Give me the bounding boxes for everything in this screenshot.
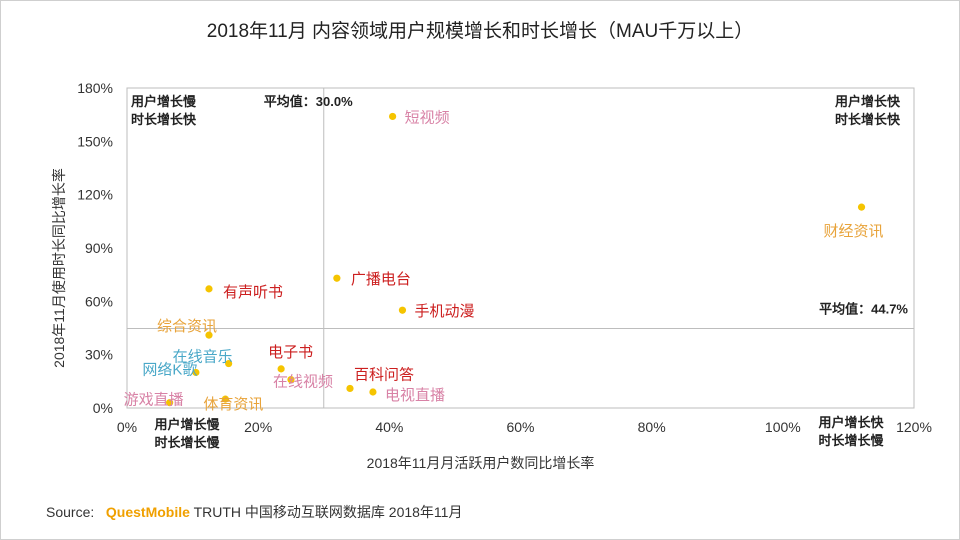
data-point xyxy=(221,395,229,403)
source-brand: QuestMobile xyxy=(105,504,190,520)
data-point xyxy=(287,375,295,384)
y-axis-title: 2018年11月使用时长同比增长率 xyxy=(51,168,67,368)
y-tick-label: 150% xyxy=(77,133,113,149)
source-text: TRUTH 中国移动互联网数据库 2018年11月 xyxy=(193,504,463,520)
source-line: Source: QuestMobile TRUTH 中国移动互联网数据库 201… xyxy=(46,502,462,522)
point-label: 百科问答 xyxy=(354,366,414,383)
y-tick-label: 30% xyxy=(85,347,113,363)
source-prefix: Source: xyxy=(46,504,95,520)
x-tick-label: 80% xyxy=(638,419,666,435)
x-tick-label: 100% xyxy=(765,419,801,435)
point-label: 手机动漫 xyxy=(414,303,474,320)
point-label: 有声听书 xyxy=(223,283,283,301)
point-label: 体育资讯 xyxy=(203,396,263,413)
average-x-label: 平均值：30.0% xyxy=(264,94,353,109)
x-axis-title: 2018年11月月活跃用户数同比增长率 xyxy=(367,455,595,471)
point-label: 在线音乐 xyxy=(173,349,233,366)
average-y-label: 平均值：44.7% xyxy=(819,302,908,317)
point-label: 网络K歌 xyxy=(142,361,197,378)
quadrant-label-top-right: 用户增长快 xyxy=(834,94,901,109)
point-label: 电视直播 xyxy=(385,387,445,404)
point-label: 财经资讯 xyxy=(824,223,884,240)
data-point xyxy=(166,399,174,407)
x-tick-label: 0% xyxy=(117,419,137,435)
point-label: 游戏直播 xyxy=(124,392,184,409)
data-point xyxy=(225,359,233,368)
y-tick-label: 60% xyxy=(85,293,113,309)
x-tick-label: 40% xyxy=(375,419,403,435)
data-point xyxy=(192,368,200,377)
x-tick-label: 120% xyxy=(896,419,932,435)
data-point xyxy=(389,112,397,121)
quadrant-label-top-left: 时长增长快 xyxy=(131,112,197,127)
x-tick-label: 60% xyxy=(506,419,534,435)
plot-area-border xyxy=(126,87,915,409)
quadrant-label-top-left: 用户增长慢 xyxy=(130,94,197,109)
y-tick-label: 120% xyxy=(77,187,113,203)
chart-title: 2018年11月 内容领域用户规模增长和时长增长（MAU千万以上） xyxy=(206,21,754,42)
quadrant-label-bottom-right: 用户增长快 xyxy=(817,415,884,430)
average-y-caption: 平均值： xyxy=(819,302,871,317)
data-point xyxy=(333,274,341,282)
data-point xyxy=(346,384,354,393)
y-tick-label: 0% xyxy=(93,400,113,416)
quadrant-label-bottom-left: 时长增长慢 xyxy=(154,435,220,450)
data-point xyxy=(205,285,213,293)
data-point xyxy=(369,388,377,396)
quadrant-label-bottom-left: 用户增长慢 xyxy=(153,417,220,432)
average-x-caption: 平均值： xyxy=(264,94,316,109)
y-tick-label: 180% xyxy=(77,80,113,96)
quadrant-label-bottom-right: 时长增长慢 xyxy=(818,433,884,448)
average-y-value: 44.7% xyxy=(871,302,908,317)
data-point xyxy=(857,203,866,211)
point-label: 广播电台 xyxy=(351,271,411,288)
point-label: 综合资讯 xyxy=(157,318,217,335)
point-label: 在线视频 xyxy=(273,374,333,391)
x-tick-label: 20% xyxy=(244,419,272,435)
data-point xyxy=(205,331,213,339)
data-point xyxy=(277,365,285,373)
point-label: 电子书 xyxy=(268,344,313,361)
point-label: 短视频 xyxy=(405,109,450,126)
y-tick-label: 90% xyxy=(85,240,113,256)
quadrant-label-top-right: 时长增长快 xyxy=(835,112,901,127)
average-x-value: 30.0% xyxy=(316,94,353,109)
data-point xyxy=(398,306,407,314)
